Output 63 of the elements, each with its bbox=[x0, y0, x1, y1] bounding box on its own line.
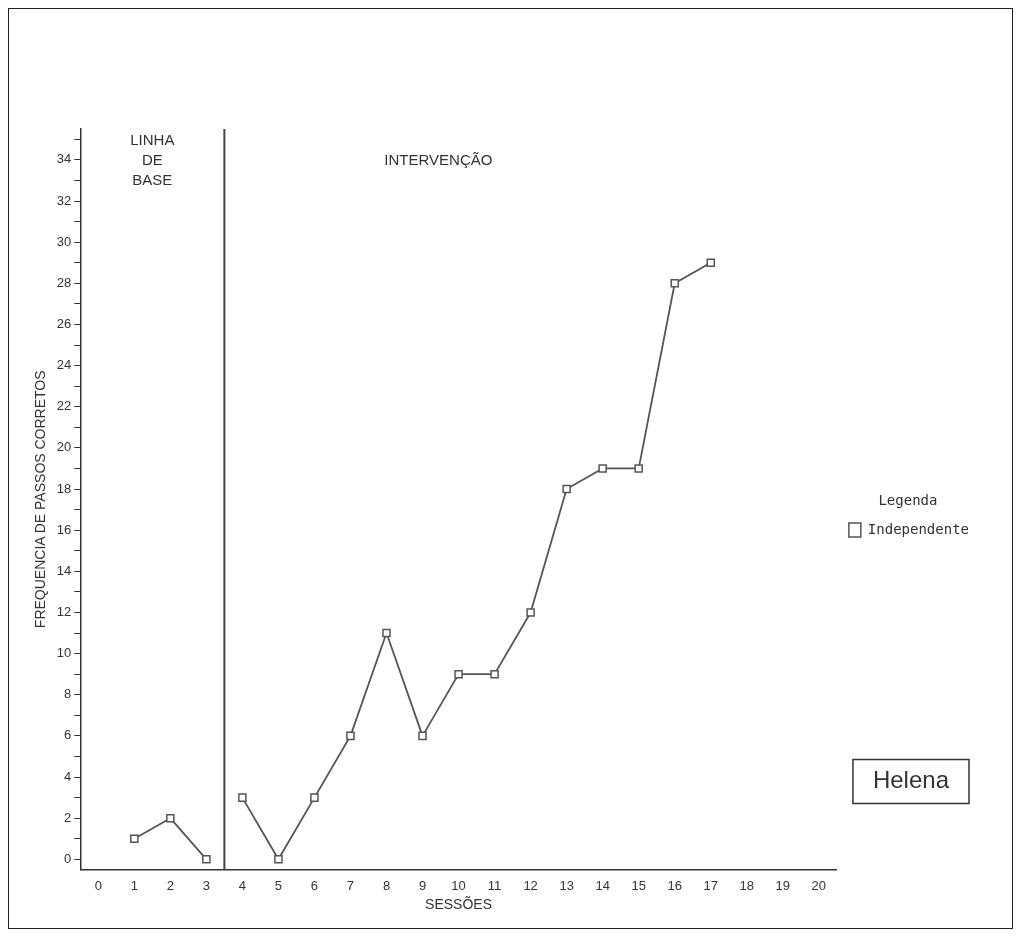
y-tick-label: 8 bbox=[64, 686, 72, 702]
x-tick-label: 15 bbox=[631, 877, 646, 893]
x-tick-label: 19 bbox=[775, 877, 791, 893]
x-tick-label: 5 bbox=[274, 877, 283, 893]
x-tick-label: 13 bbox=[559, 877, 574, 893]
point bbox=[274, 855, 283, 864]
y-tick-label: 32 bbox=[56, 192, 72, 208]
x-tick-label: 11 bbox=[487, 877, 502, 893]
x-tick-label: 2 bbox=[166, 877, 174, 893]
y-tick-label: 28 bbox=[56, 274, 72, 290]
x-tick-label: 7 bbox=[346, 877, 355, 893]
point bbox=[634, 464, 643, 473]
annotation: LINHA DE BASE bbox=[130, 130, 175, 188]
x-tick-label: 17 bbox=[703, 877, 718, 893]
point bbox=[670, 279, 680, 288]
text: Helena bbox=[872, 766, 950, 794]
point bbox=[598, 464, 607, 473]
x-tick-label: 6 bbox=[310, 877, 319, 893]
x-tick-label: 20 bbox=[811, 877, 827, 893]
y-tick-label: 22 bbox=[56, 398, 72, 414]
x-tick-label: 3 bbox=[202, 877, 210, 893]
annotation: INTERVENÇÃO bbox=[384, 150, 493, 168]
point bbox=[166, 813, 175, 823]
y-tick-label: 24 bbox=[56, 357, 72, 373]
x-tick-label: 9 bbox=[418, 877, 427, 893]
x-tick-label: 8 bbox=[382, 877, 391, 893]
x-tick-label: 14 bbox=[595, 877, 610, 893]
y-tick-label: 12 bbox=[56, 604, 72, 620]
y-tick-label: 18 bbox=[56, 480, 72, 496]
point bbox=[454, 669, 463, 679]
y-tick-label: 4 bbox=[64, 768, 72, 784]
point bbox=[526, 608, 535, 617]
point bbox=[346, 731, 355, 741]
point bbox=[382, 628, 391, 638]
point bbox=[130, 834, 139, 844]
x-axis-title: SESSÕES bbox=[425, 896, 493, 913]
y-tick-label: 34 bbox=[56, 151, 72, 167]
y-tick-label: 14 bbox=[56, 562, 72, 578]
point bbox=[418, 731, 427, 741]
y-tick-label: 20 bbox=[56, 439, 72, 455]
y-tick-label: 16 bbox=[56, 521, 72, 537]
y-tick-label: 26 bbox=[56, 316, 72, 332]
y-tick-label: 2 bbox=[64, 809, 72, 825]
y-tick-label: 0 bbox=[64, 850, 72, 866]
y-tick-label: 10 bbox=[56, 645, 72, 661]
x-tick-label: 1 bbox=[130, 877, 138, 893]
point bbox=[490, 669, 499, 679]
y-tick-label: 6 bbox=[64, 727, 72, 743]
x-tick-label: 4 bbox=[238, 877, 246, 893]
point bbox=[562, 484, 571, 494]
point bbox=[706, 258, 716, 268]
x-tick-label: 10 bbox=[451, 877, 466, 893]
legend-label: Independente bbox=[867, 520, 970, 537]
point bbox=[202, 855, 211, 864]
x-tick-label: 0 bbox=[94, 877, 102, 893]
point bbox=[238, 793, 247, 802]
point bbox=[310, 793, 319, 802]
legend-title: Legenda bbox=[878, 491, 938, 508]
x-tick-label: 12 bbox=[523, 877, 538, 893]
y-axis-title: FREQUENCIA DE PASSOS CORRETOS bbox=[32, 370, 49, 629]
y-tick-label: 30 bbox=[56, 233, 72, 249]
x-tick-label: 18 bbox=[739, 877, 755, 893]
x-tick-label: 16 bbox=[667, 877, 682, 893]
